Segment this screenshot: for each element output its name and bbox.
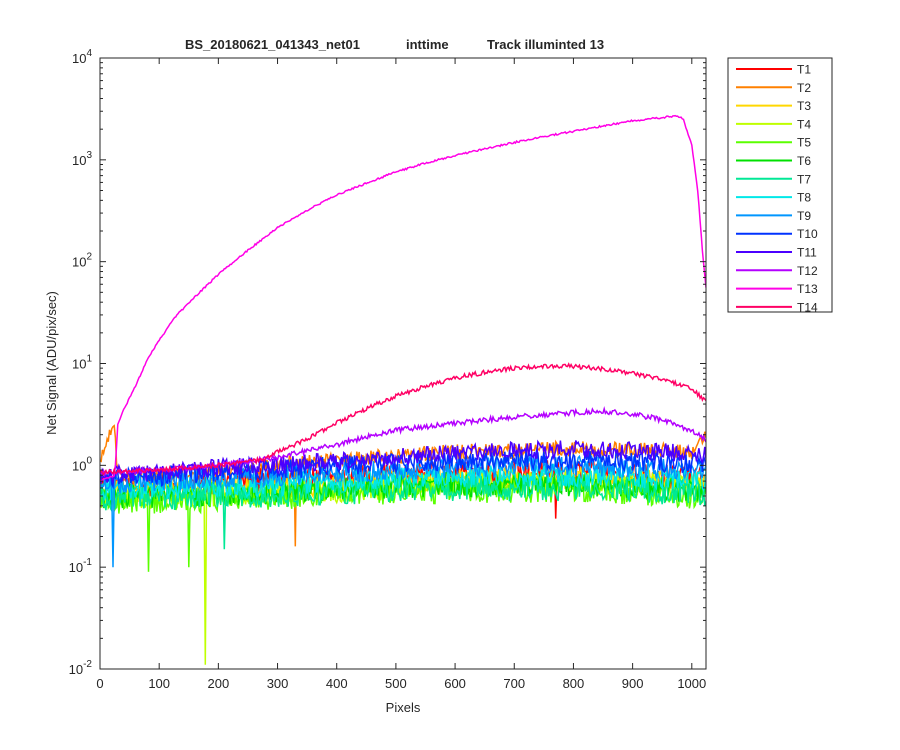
y-tick-label: 104 xyxy=(72,48,92,66)
legend-label-t4: T4 xyxy=(797,117,811,131)
legend-label-t7: T7 xyxy=(797,172,811,186)
legend: T1 T2 T3 T4 T5 T6 T7 T8 T9 T10 T11 T12 T13 T14 xyxy=(727,57,833,314)
legend-label-t10: T10 xyxy=(797,227,818,241)
x-tick-label: 0 xyxy=(96,676,103,691)
series-line-t9 xyxy=(100,454,706,568)
title-left: BS_20180621_041343_net01 xyxy=(185,37,360,52)
legend-label-t12: T12 xyxy=(797,264,818,278)
title-middle: inttime xyxy=(406,37,449,52)
y-tick-label: 101 xyxy=(72,354,92,372)
axes-box xyxy=(99,57,707,670)
y-tick-label: 10-2 xyxy=(69,659,93,677)
chart-title: BS_20180621_041343_net01 inttime Track i… xyxy=(185,37,604,52)
legend-label-t3: T3 xyxy=(797,99,811,113)
x-tick-label: 100 xyxy=(148,676,170,691)
legend-label-t6: T6 xyxy=(797,154,811,168)
series-line-t7 xyxy=(100,472,706,550)
x-tick-label: 400 xyxy=(326,676,348,691)
x-tick-label: 600 xyxy=(444,676,466,691)
legend-label-t2: T2 xyxy=(797,81,811,95)
x-tick-label: 300 xyxy=(267,676,289,691)
y-tick-label: 102 xyxy=(72,252,92,270)
y-tick-label: 100 xyxy=(72,455,92,473)
series-line-t13 xyxy=(100,114,706,482)
plot-area xyxy=(100,114,706,665)
legend-label-t14: T14 xyxy=(797,300,818,314)
y-axis: 10-2 10-1 100 101 102 103 104 xyxy=(69,48,706,677)
x-axis: 0 100 200 300 400 500 600 700 800 900 1000 xyxy=(96,58,706,691)
x-tick-label: 700 xyxy=(503,676,525,691)
legend-label-t9: T9 xyxy=(797,209,811,223)
series-group xyxy=(100,114,706,665)
series-line-t10 xyxy=(100,446,706,490)
legend-label-t13: T13 xyxy=(797,282,818,296)
legend-label-t5: T5 xyxy=(797,136,811,150)
legend-label-t8: T8 xyxy=(797,191,811,205)
y-axis-label: Net Signal (ADU/pix/sec) xyxy=(44,291,59,435)
x-tick-label: 500 xyxy=(385,676,407,691)
x-axis-label: Pixels xyxy=(386,700,421,715)
x-tick-label: 800 xyxy=(563,676,585,691)
x-tick-label: 1000 xyxy=(677,676,706,691)
title-right: Track illuminted 13 xyxy=(487,37,604,52)
y-tick-label: 103 xyxy=(72,150,92,168)
series-line-t11 xyxy=(100,439,706,486)
legend-label-t1: T1 xyxy=(797,63,811,77)
x-tick-label: 200 xyxy=(208,676,230,691)
x-tick-label: 900 xyxy=(622,676,644,691)
y-tick-label: 10-1 xyxy=(69,557,93,575)
series-line-t14 xyxy=(100,362,706,476)
legend-label-t11: T11 xyxy=(797,246,817,260)
